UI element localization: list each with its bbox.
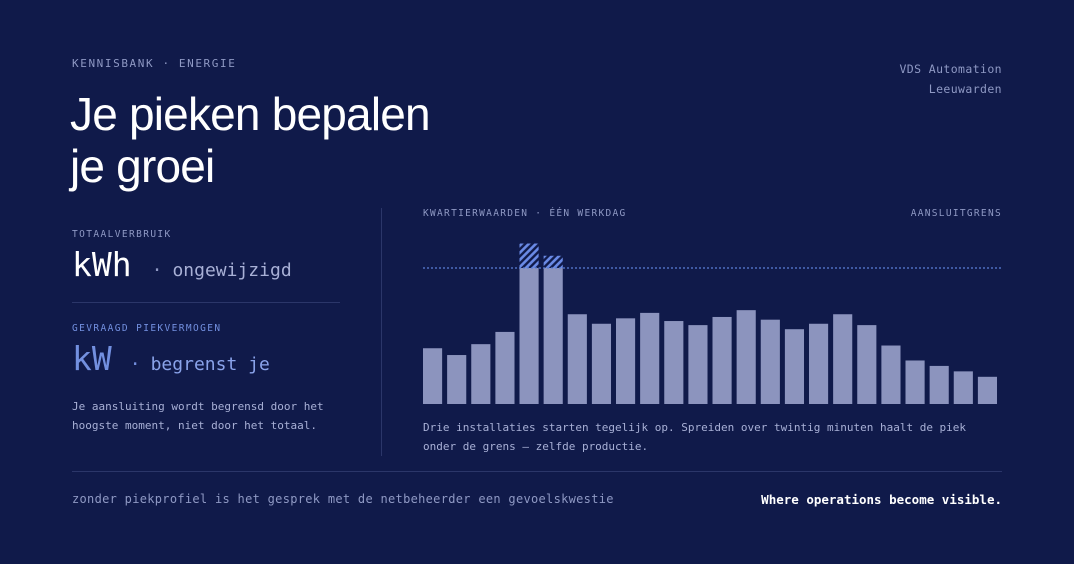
- metric-peak-label: GEVRAAGD PIEKVERMOGEN: [72, 323, 222, 334]
- chart-bar: [712, 316, 732, 404]
- chart-caption: Drie installaties starten tegelijk op. S…: [423, 421, 967, 453]
- chart-bar: [784, 329, 805, 404]
- metric-total-unit: kWh: [72, 245, 132, 284]
- chart-bar: [688, 325, 708, 404]
- chart-bar: [471, 344, 491, 404]
- chart-limit-label: AANSLUITGRENS: [910, 208, 1002, 219]
- company-info: VDS Automation Leeuwarden: [899, 59, 1002, 99]
- chart-bar: [929, 365, 949, 404]
- metric-total-separator: ·: [151, 260, 163, 281]
- chart-bar: [567, 314, 587, 404]
- chart-overflow-bar: [543, 255, 563, 268]
- chart-bar: [736, 310, 756, 404]
- chart-bar: [881, 345, 901, 404]
- chart-bar: [809, 323, 829, 404]
- metric-divider: [72, 302, 340, 303]
- chart-bar: [447, 355, 467, 404]
- chart-bar: [857, 325, 877, 404]
- kennisbank-eyebrow: KENNISBANK · ENERGIE: [72, 57, 237, 70]
- chart-bar: [833, 314, 853, 404]
- chart-bar: [905, 360, 925, 404]
- metric-peak-separator: ·: [129, 354, 141, 375]
- chart-bar: [591, 323, 612, 404]
- chart-bar: [953, 371, 973, 404]
- chart-bar: [543, 268, 563, 404]
- chart-bar: [519, 268, 539, 404]
- vertical-divider: [381, 208, 382, 456]
- chart-bar: [760, 319, 780, 404]
- company-name: VDS Automation: [899, 62, 1002, 76]
- footer-tagline: zonder piekprofiel is het gesprek met de…: [72, 492, 614, 506]
- chart-bar: [977, 376, 998, 404]
- metric-total-description: ongewijzigd: [172, 260, 292, 281]
- page-title: Je pieken bepalen je groei: [70, 88, 431, 192]
- chart-bar: [664, 321, 684, 404]
- footer-slogan: Where operations become visible.: [761, 492, 1002, 507]
- metric-note: Je aansluiting wordt begrensd door het h…: [72, 400, 324, 432]
- chart-title: KWARTIERWAARDEN · ÉÉN WERKDAG: [423, 208, 627, 219]
- metric-total-label: TOTAALVERBRUIK: [72, 229, 172, 240]
- chart-overflow-bar: [519, 243, 539, 268]
- page-title-line-2: je groei: [70, 140, 215, 192]
- footer-divider: [72, 471, 1002, 472]
- metric-peak-unit: kW: [72, 339, 112, 378]
- metric-total-row: kWh · ongewijzigd: [72, 245, 292, 284]
- chart-bar: [495, 331, 515, 404]
- metric-peak-description: begrenst je: [150, 354, 270, 375]
- page-title-line-1: Je pieken bepalen: [70, 88, 431, 140]
- chart-bar: [616, 318, 636, 404]
- chart-bar: [640, 312, 660, 404]
- chart-bar: [423, 348, 443, 404]
- company-city: Leeuwarden: [928, 82, 1002, 96]
- metric-peak-row: kW · begrenst je: [72, 339, 270, 378]
